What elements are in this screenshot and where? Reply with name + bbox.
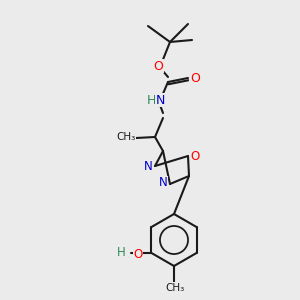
Text: N: N	[144, 160, 152, 172]
Text: H: H	[146, 94, 156, 106]
Text: O: O	[134, 248, 143, 260]
Text: H: H	[117, 247, 125, 260]
Text: CH₃: CH₃	[116, 132, 136, 142]
Text: CH₃: CH₃	[165, 283, 184, 293]
Text: O: O	[190, 149, 200, 163]
Text: O: O	[190, 71, 200, 85]
Text: O: O	[153, 59, 163, 73]
Text: N: N	[155, 94, 165, 106]
Text: N: N	[159, 176, 167, 190]
